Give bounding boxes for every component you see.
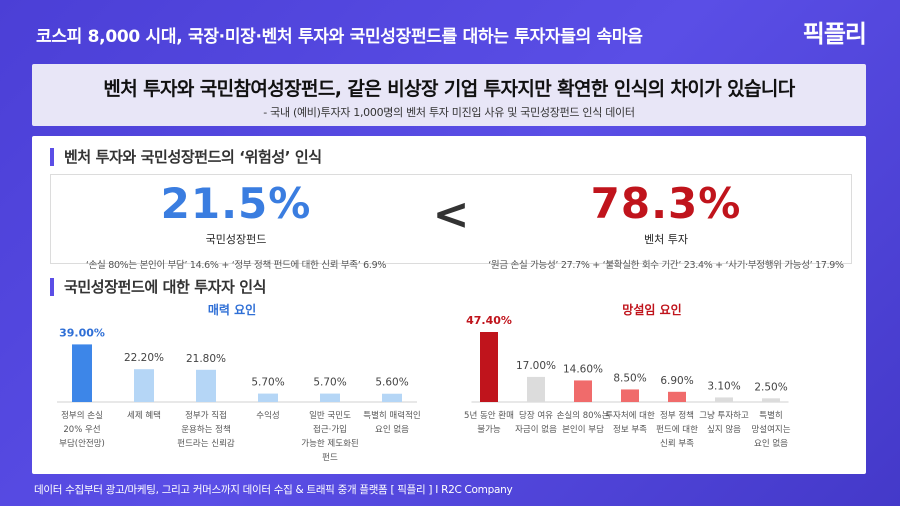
risk-right-column: 78.3% 벤처 투자 ‘원금 손실 가능성’ 27.7% + ‘불확실한 회수… bbox=[481, 175, 851, 271]
chart-0-title: 매력 요인 bbox=[208, 302, 256, 317]
brand-logo: 픽플리 bbox=[802, 20, 867, 48]
chart-1-bar-2 bbox=[574, 380, 592, 402]
chart-0-category-line: 부담(안전망) bbox=[59, 438, 105, 449]
chart-1-category-line: 본인이 부담 bbox=[562, 424, 604, 435]
chart-1-category-line: 망설여지는 bbox=[751, 424, 790, 435]
risk-left-detail: ‘손실 80%는 본인이 부담’ 14.6% + ‘정부 정책 펀드에 대한 신… bbox=[85, 260, 387, 271]
chart-0-category-line: 세제 혜택 bbox=[127, 410, 161, 421]
chart-0-bar-1 bbox=[134, 369, 154, 402]
chart-1-bar-4 bbox=[668, 391, 686, 402]
risk-right-detail: ‘원금 손실 가능성’ 27.7% + ‘불확실한 회수 기간’ 23.4% +… bbox=[488, 260, 844, 271]
chart-0-value-label-4: 5.70% bbox=[313, 377, 346, 389]
banner-title: 벤처 투자와 국민참여성장펀드, 같은 비상장 기업 투자지만 확연한 인식의 … bbox=[103, 78, 795, 100]
chart-0-category-line: 정부의 손실 bbox=[61, 410, 103, 421]
chart-1-value-label-5: 3.10% bbox=[707, 380, 740, 392]
chart-1-bar-6 bbox=[762, 398, 780, 402]
chart-1-category-line: 펀드에 대한 bbox=[656, 425, 698, 435]
chart-1-title: 망설임 요인 bbox=[622, 302, 681, 317]
chart-1-value-label-0: 47.40% bbox=[466, 314, 512, 327]
chart-1-category-line: 자금이 없음 bbox=[515, 424, 557, 435]
chart-0-category-line: 요인 없음 bbox=[375, 424, 409, 435]
chart-0-category-line: 펀드 bbox=[322, 453, 338, 463]
chart-0-category-line: 펀드라는 신뢰감 bbox=[177, 438, 235, 449]
risk-right-percentage: 78.3% bbox=[590, 179, 742, 228]
chart-1-category-line: 정부 정책 bbox=[660, 410, 694, 421]
chart-1-bar-0 bbox=[480, 332, 498, 402]
risk-section-heading: 벤처 투자와 국민성장펀드의 ‘위험성’ 인식 bbox=[50, 148, 322, 166]
chart-1-value-label-6: 2.50% bbox=[754, 381, 787, 393]
risk-right-label: 벤처 투자 bbox=[644, 233, 688, 246]
chart-0-value-label-1: 22.20% bbox=[124, 352, 164, 364]
chart-0-category-line: 특별히 매력적인 bbox=[363, 410, 420, 421]
perception-section-heading: 국민성장펀드에 대한 투자자 인식 bbox=[50, 278, 266, 296]
chart-1-bar-5 bbox=[715, 397, 733, 402]
page-header-title: 코스피 8,000 시대, 국장·미장·벤처 투자와 국민성장펀드를 대하는 투… bbox=[36, 27, 643, 47]
chart-1-category-line: 정보 부족 bbox=[613, 424, 647, 435]
risk-comparison-box: 21.5% 국민성장펀드 ‘손실 80%는 본인이 부담’ 14.6% + ‘정… bbox=[50, 174, 852, 271]
chart-0-category-line: 접근·가입 bbox=[313, 424, 347, 435]
chart-0-value-label-5: 5.60% bbox=[375, 377, 408, 389]
risk-left-percentage: 21.5% bbox=[160, 179, 312, 228]
chart-0-category-line: 정부가 직접 bbox=[185, 410, 227, 421]
chart-0-bar-4 bbox=[320, 393, 340, 402]
risk-left-label: 국민성장펀드 bbox=[205, 233, 267, 246]
chart-1-value-label-4: 6.90% bbox=[660, 375, 693, 387]
chart-1-category-line: 싶지 않음 bbox=[707, 425, 741, 435]
banner-subtitle: - 국내 (예비)투자자 1,000명의 벤처 투자 미진입 사유 및 국민성장… bbox=[263, 106, 635, 119]
chart-0-category-line: 일반 국민도 bbox=[309, 410, 351, 421]
headline-banner: 벤처 투자와 국민참여성장펀드, 같은 비상장 기업 투자지만 확연한 인식의 … bbox=[32, 64, 866, 126]
chart-0-bar-2 bbox=[196, 369, 216, 402]
chart-1-value-label-3: 8.50% bbox=[613, 372, 646, 384]
footer-text: 데이터 수집부터 광고/마케팅, 그리고 커머스까지 데이터 수집 & 트래픽 … bbox=[34, 484, 513, 496]
chart-0-value-label-3: 5.70% bbox=[251, 377, 284, 389]
chart-0-category-label-1: 세제 혜택 bbox=[127, 410, 161, 421]
chart-0-category-line: 운용하는 정책 bbox=[181, 424, 231, 435]
chart-0-category-label-3: 수익성 bbox=[256, 410, 279, 421]
less-than-symbol: < bbox=[432, 189, 470, 240]
chart-0-value-label-2: 21.80% bbox=[186, 353, 226, 365]
chart-1-bar-1 bbox=[527, 376, 545, 402]
chart-1-category-line: 투자처에 대한 bbox=[605, 411, 655, 421]
chart-1-category-line: 그냥 투자하고 bbox=[699, 410, 749, 421]
chart-0-category-line: 20% 우선 bbox=[63, 425, 100, 435]
chart-1-value-label-2: 14.60% bbox=[563, 363, 603, 375]
chart-1-category-line: 불가능 bbox=[477, 424, 501, 435]
chart-1-category-line: 당장 여유 bbox=[519, 410, 553, 421]
chart-0-category-line: 수익성 bbox=[256, 410, 279, 421]
chart-1-category-line: 신뢰 부족 bbox=[660, 439, 694, 449]
chart-0-value-label-0: 39.00% bbox=[59, 326, 105, 339]
chart-1-bar-3 bbox=[621, 389, 639, 402]
risk-left-column: 21.5% 국민성장펀드 ‘손실 80%는 본인이 부담’ 14.6% + ‘정… bbox=[51, 175, 421, 271]
chart-0-bar-3 bbox=[258, 393, 278, 402]
chart-0-bar-5 bbox=[382, 393, 402, 402]
chart-1-value-label-1: 17.00% bbox=[516, 360, 556, 372]
content-panel: 벤처 투자와 국민성장펀드의 ‘위험성’ 인식 21.5% 국민성장펀드 ‘손실… bbox=[32, 136, 866, 474]
chart-1-category-line: 5년 동안 환매 bbox=[464, 410, 514, 421]
chart-0-category-line: 가능한 제도화된 bbox=[301, 438, 358, 449]
chart-1-category-line: 요인 없음 bbox=[754, 438, 788, 449]
chart-0-bar-0 bbox=[72, 344, 92, 402]
chart-1-category-line: 손실의 80%는 bbox=[557, 410, 610, 421]
chart-1-category-line: 특별히 bbox=[759, 410, 782, 421]
